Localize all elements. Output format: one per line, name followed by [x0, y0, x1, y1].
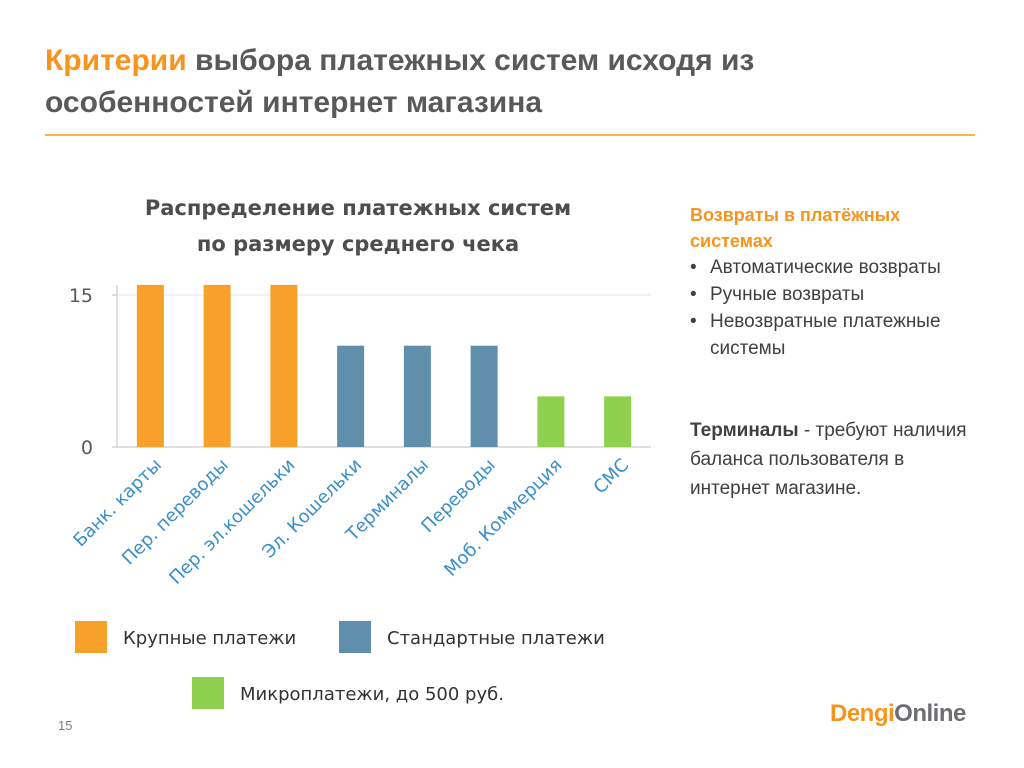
- x-tick-label: Моб. Коммерция: [440, 455, 566, 581]
- y-tick-label: 0: [81, 437, 93, 459]
- bar: [604, 396, 632, 447]
- title-line: выбора платежных систем исходя из: [195, 44, 755, 77]
- bar: [136, 284, 164, 447]
- page-number: 15: [58, 718, 73, 733]
- x-tick-label: Пер. эл.кошельки: [165, 455, 299, 589]
- bar: [203, 284, 231, 447]
- text: - требуют наличия баланса пользователя в…: [690, 420, 967, 499]
- divider: [45, 134, 975, 136]
- list-item: Автоматические возвраты: [690, 254, 980, 281]
- chart-title: Распределение платежных систем: [145, 196, 571, 220]
- legend-swatch: [75, 621, 107, 653]
- legend-label: Крупные платежи: [123, 628, 296, 649]
- logo-part: Online: [894, 700, 966, 727]
- chart-title: по размеру среднего чека: [197, 232, 519, 256]
- x-tick-label: СМС: [590, 455, 634, 499]
- bar: [470, 345, 498, 447]
- legend-label: Микроплатежи, до 500 руб.: [240, 684, 504, 705]
- sidebar: Возвраты в платёжных системах Автоматиче…: [690, 202, 980, 503]
- logo-part: Dengi: [830, 700, 895, 727]
- bar: [270, 284, 298, 447]
- list-item: Невозвратные платежные системы: [690, 308, 980, 362]
- sidebar-heading: Возвраты в платёжных системах: [690, 205, 901, 251]
- legend-swatch: [192, 677, 224, 709]
- y-tick-label: 15: [69, 285, 93, 307]
- terminals-note: Терминалы - требуют наличия баланса поль…: [690, 416, 980, 503]
- legend-label: Стандартные платежи: [387, 628, 605, 649]
- legend-swatch: [339, 621, 371, 653]
- title-line: особенностей интернет магазина: [45, 86, 543, 119]
- list: Автоматические возвраты Ручные возвраты …: [690, 254, 980, 362]
- chart: Распределение платежных систем по размеру…: [69, 196, 651, 709]
- bold-text: Терминалы: [690, 420, 799, 441]
- logo: DengiOnline: [830, 700, 966, 728]
- bar: [337, 345, 365, 447]
- bar: [403, 345, 431, 447]
- title-highlight: Критерии: [45, 44, 187, 77]
- list-item: Ручные возвраты: [690, 281, 980, 308]
- slide-title: Критерии выбора платежных систем исходя …: [45, 40, 754, 124]
- bar: [537, 396, 565, 447]
